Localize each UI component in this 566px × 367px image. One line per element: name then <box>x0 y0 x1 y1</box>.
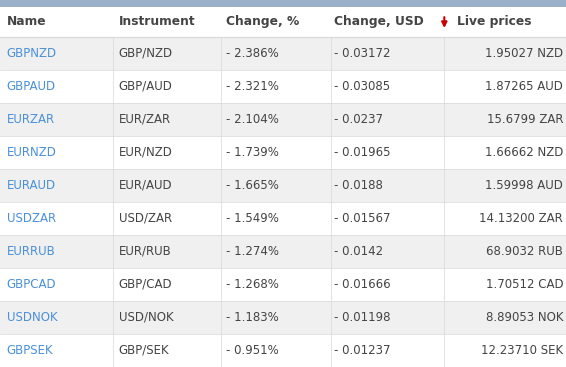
Text: USDZAR: USDZAR <box>7 212 56 225</box>
Text: 14.13200 ZAR: 14.13200 ZAR <box>479 212 563 225</box>
Text: 1.87265 AUD: 1.87265 AUD <box>485 80 563 93</box>
Text: USDNOK: USDNOK <box>7 311 57 324</box>
Text: Instrument: Instrument <box>119 15 195 28</box>
Text: - 1.549%: - 1.549% <box>226 212 279 225</box>
Bar <box>0 169 566 202</box>
Text: GBPNZD: GBPNZD <box>7 47 57 60</box>
Text: GBP/NZD: GBP/NZD <box>119 47 173 60</box>
Text: GBPAUD: GBPAUD <box>7 80 56 93</box>
Bar <box>0 202 566 235</box>
Text: EURAUD: EURAUD <box>7 179 56 192</box>
Text: - 0.01666: - 0.01666 <box>334 278 391 291</box>
Text: - 0.01567: - 0.01567 <box>334 212 391 225</box>
Text: - 0.03172: - 0.03172 <box>334 47 391 60</box>
Text: USD/NOK: USD/NOK <box>119 311 174 324</box>
Text: EUR/AUD: EUR/AUD <box>119 179 173 192</box>
Bar <box>0 136 566 169</box>
Text: EUR/NZD: EUR/NZD <box>119 146 173 159</box>
Text: - 1.665%: - 1.665% <box>226 179 279 192</box>
Text: EURNZD: EURNZD <box>7 146 57 159</box>
Text: Change, %: Change, % <box>226 15 299 28</box>
Text: Name: Name <box>7 15 46 28</box>
Text: GBPCAD: GBPCAD <box>7 278 57 291</box>
Text: - 1.274%: - 1.274% <box>226 245 280 258</box>
Text: - 0.01198: - 0.01198 <box>334 311 391 324</box>
Text: EURRUB: EURRUB <box>7 245 55 258</box>
Text: - 0.01237: - 0.01237 <box>334 344 391 357</box>
Text: - 0.951%: - 0.951% <box>226 344 279 357</box>
Text: - 0.0237: - 0.0237 <box>334 113 383 126</box>
Text: 1.59998 AUD: 1.59998 AUD <box>485 179 563 192</box>
Bar <box>0 37 566 70</box>
Text: Change, USD: Change, USD <box>334 15 424 28</box>
Text: - 2.321%: - 2.321% <box>226 80 279 93</box>
Bar <box>0 235 566 268</box>
Bar <box>0 334 566 367</box>
Text: EURZAR: EURZAR <box>7 113 55 126</box>
Text: - 2.386%: - 2.386% <box>226 47 279 60</box>
Text: 68.9032 RUB: 68.9032 RUB <box>486 245 563 258</box>
Bar <box>0 0 566 7</box>
Bar <box>0 268 566 301</box>
Text: USD/ZAR: USD/ZAR <box>119 212 172 225</box>
Bar <box>0 7 566 37</box>
Text: 8.89053 NOK: 8.89053 NOK <box>486 311 563 324</box>
Bar <box>0 301 566 334</box>
Bar <box>0 103 566 136</box>
Text: - 0.01965: - 0.01965 <box>334 146 391 159</box>
Text: - 0.0188: - 0.0188 <box>334 179 383 192</box>
Text: EUR/ZAR: EUR/ZAR <box>119 113 171 126</box>
Text: EUR/RUB: EUR/RUB <box>119 245 171 258</box>
Text: GBP/SEK: GBP/SEK <box>119 344 169 357</box>
Text: - 0.03085: - 0.03085 <box>334 80 390 93</box>
Text: 1.95027 NZD: 1.95027 NZD <box>485 47 563 60</box>
Text: - 1.268%: - 1.268% <box>226 278 279 291</box>
Text: Live prices: Live prices <box>457 15 531 28</box>
Text: GBPSEK: GBPSEK <box>7 344 53 357</box>
Text: 12.23710 SEK: 12.23710 SEK <box>481 344 563 357</box>
Text: 1.70512 CAD: 1.70512 CAD <box>486 278 563 291</box>
Text: - 2.104%: - 2.104% <box>226 113 279 126</box>
Text: - 0.0142: - 0.0142 <box>334 245 383 258</box>
Bar <box>0 70 566 103</box>
Text: GBP/CAD: GBP/CAD <box>119 278 173 291</box>
Text: 1.66662 NZD: 1.66662 NZD <box>485 146 563 159</box>
Text: 15.6799 ZAR: 15.6799 ZAR <box>487 113 563 126</box>
Text: - 1.183%: - 1.183% <box>226 311 279 324</box>
Text: - 1.739%: - 1.739% <box>226 146 279 159</box>
Text: GBP/AUD: GBP/AUD <box>119 80 173 93</box>
